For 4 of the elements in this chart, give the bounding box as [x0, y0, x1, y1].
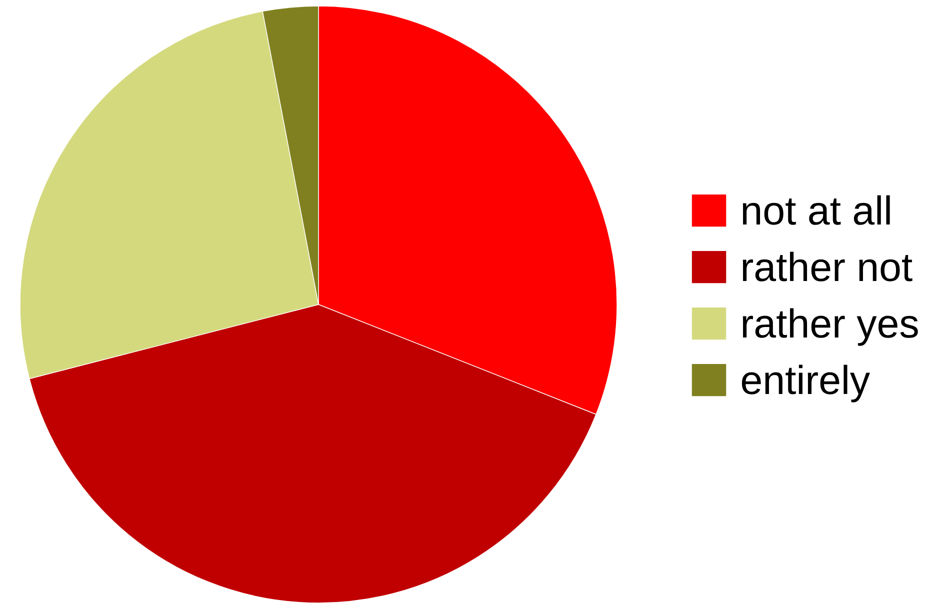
legend-label: entirely [742, 364, 870, 402]
legend-label: rather yes [742, 308, 918, 346]
legend-label: not at all [742, 195, 890, 225]
legend-label: rather not [742, 252, 912, 282]
